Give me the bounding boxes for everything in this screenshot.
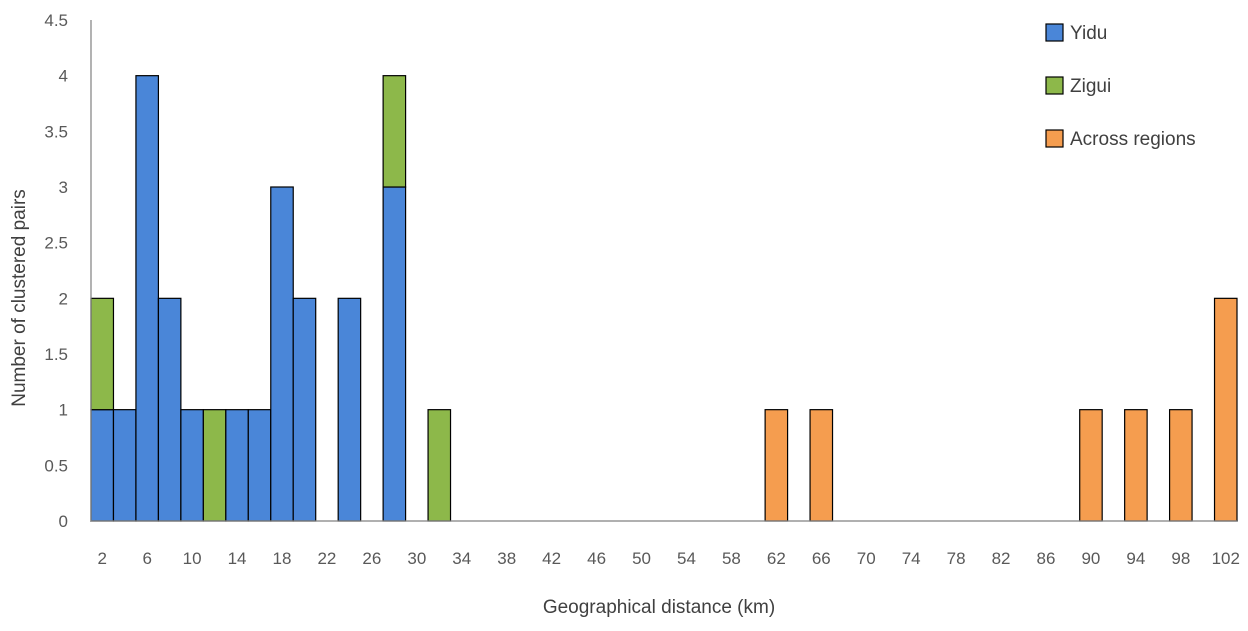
bar-across-regions — [1079, 409, 1103, 522]
x-tick-label: 78 — [947, 549, 966, 568]
y-tick-label: 4 — [59, 67, 68, 86]
bar-zigui — [202, 409, 227, 522]
legend-swatch-zigui — [1045, 76, 1064, 95]
bar-yidu — [90, 409, 115, 522]
bar-yidu — [135, 75, 160, 522]
y-tick-label: 1.5 — [44, 345, 68, 364]
y-tick-label: 2.5 — [44, 234, 68, 253]
legend: Yidu Zigui Across regions — [1045, 23, 1196, 150]
x-tick-label: 98 — [1171, 549, 1190, 568]
legend-swatch-yidu — [1045, 23, 1064, 42]
x-tick-label: 26 — [362, 549, 381, 568]
x-tick-label: 42 — [542, 549, 561, 568]
bar-across-regions — [764, 409, 789, 522]
x-tick-label: 2 — [98, 549, 107, 568]
x-axis-title: Geographical distance (km) — [543, 597, 775, 618]
bar-zigui — [90, 297, 115, 411]
bars — [90, 75, 1238, 522]
x-tick-label: 90 — [1081, 549, 1100, 568]
x-tick-label: 38 — [497, 549, 516, 568]
x-tick-label: 66 — [812, 549, 831, 568]
legend-label-yidu: Yidu — [1070, 23, 1107, 44]
x-tick-label: 82 — [992, 549, 1011, 568]
bar-yidu — [180, 409, 204, 522]
y-tick-label: 4.5 — [44, 11, 68, 30]
legend-label-zigui: Zigui — [1070, 76, 1111, 97]
bar-yidu — [337, 297, 362, 522]
legend-label-across-regions: Across regions — [1070, 129, 1196, 150]
bar-zigui — [382, 75, 407, 188]
x-tick-label: 14 — [228, 549, 247, 568]
bar-yidu — [292, 297, 317, 522]
x-tick-label: 58 — [722, 549, 741, 568]
bar-across-regions — [1213, 297, 1238, 522]
bar-yidu — [382, 186, 407, 522]
x-tick-label: 18 — [273, 549, 292, 568]
y-tick-label: 1 — [59, 401, 68, 420]
x-tick-label: 50 — [632, 549, 651, 568]
bar-yidu — [112, 409, 137, 522]
x-tick-label: 62 — [767, 549, 786, 568]
x-tick-label: 102 — [1212, 549, 1240, 568]
y-axis-ticks: 0 0.5 1 1.5 2 2.5 3 3.5 4 4.5 — [44, 11, 68, 531]
x-tick-label: 86 — [1037, 549, 1056, 568]
y-tick-label: 3.5 — [44, 122, 68, 141]
y-tick-label: 3 — [59, 178, 68, 197]
x-tick-label: 10 — [183, 549, 202, 568]
x-tick-label: 22 — [317, 549, 336, 568]
bar-across-regions — [1168, 409, 1193, 522]
bar-across-regions — [1124, 409, 1148, 522]
x-tick-label: 74 — [902, 549, 921, 568]
y-tick-label: 2 — [59, 289, 68, 308]
x-tick-label: 6 — [142, 549, 151, 568]
bar-yidu — [247, 409, 272, 522]
y-axis-title: Number of clustered pairs — [9, 189, 30, 407]
x-tick-label: 30 — [407, 549, 426, 568]
bar-across-regions — [809, 409, 834, 522]
bar-yidu — [225, 409, 249, 522]
x-tick-label: 34 — [452, 549, 471, 568]
bar-yidu — [270, 186, 294, 522]
bar-yidu — [157, 297, 182, 522]
bar-zigui — [427, 409, 452, 522]
y-tick-label: 0.5 — [44, 456, 68, 475]
x-axis-ticks: 2 6 10 14 18 22 26 30 34 38 42 46 50 54 58 62 66 70 74 78 82… — [98, 549, 1240, 568]
x-tick-label: 70 — [857, 549, 876, 568]
x-tick-label: 94 — [1126, 549, 1145, 568]
y-tick-label: 0 — [59, 512, 68, 531]
legend-swatch-across-regions — [1045, 129, 1064, 148]
x-tick-label: 54 — [677, 549, 696, 568]
x-tick-label: 46 — [587, 549, 606, 568]
